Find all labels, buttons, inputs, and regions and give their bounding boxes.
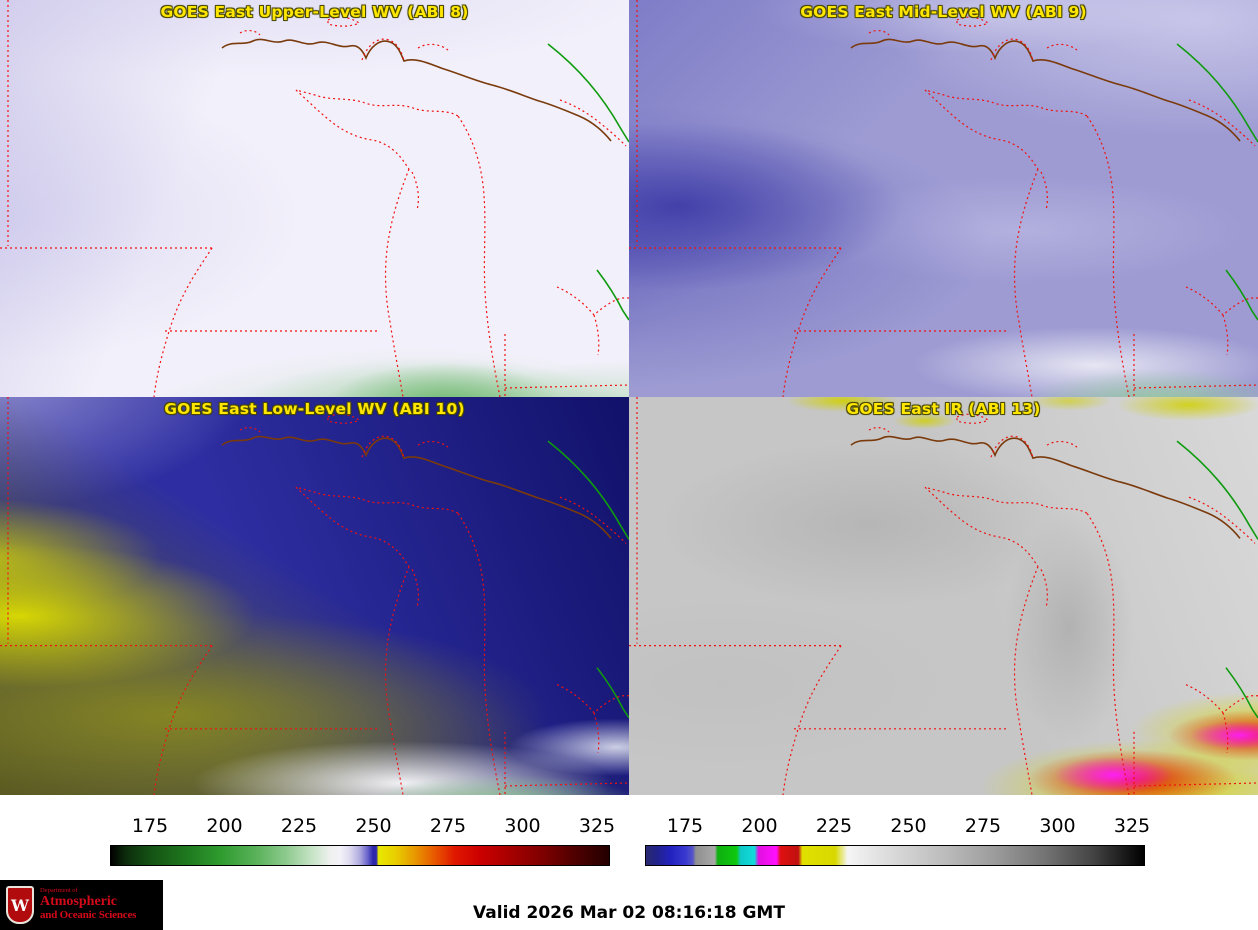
uw-aos-logo: W Department of Atmospheric and Oceanic … (0, 880, 163, 930)
panel-title-upper-wv: GOES East Upper-Level WV (ABI 8) (160, 3, 469, 21)
panel-mid-level-wv: GOES East Mid-Level WV (ABI 9) (629, 0, 1258, 397)
valid-timestamp: Valid 2026 Mar 02 08:16:18 GMT (473, 903, 785, 923)
tick-label: 250 (890, 815, 927, 837)
footer: W Department of Atmospheric and Oceanic … (0, 875, 1258, 930)
uw-crest-icon: W (6, 886, 34, 924)
panel-ir: GOES East IR (ABI 13) (629, 397, 1258, 795)
tick-label: 175 (666, 815, 704, 837)
panel-title-low-wv: GOES East Low-Level WV (ABI 10) (164, 400, 465, 418)
tick-label: 175 (131, 815, 169, 837)
tick-label: 325 (578, 815, 616, 837)
ir-colorbar: 175 200 225 250 275 300 325 (645, 815, 1150, 871)
panel-upper-level-wv: GOES East Upper-Level WV (ABI 8) (0, 0, 629, 397)
map-overlay (629, 397, 1258, 795)
tick-label: 275 (429, 815, 467, 837)
ir-colorbar-gradient (645, 845, 1145, 866)
satellite-image-grid: GOES East Upper-Level WV (ABI 8) GOES Ea… (0, 0, 1258, 795)
tick-label: 300 (1039, 815, 1076, 837)
map-overlay (0, 397, 629, 795)
wv-colorbar: 175 200 225 250 275 300 325 (110, 815, 615, 871)
panel-low-level-wv: GOES East Low-Level WV (ABI 10) (0, 397, 629, 795)
tick-label: 250 (355, 815, 392, 837)
colorbar-row: 175 200 225 250 275 300 325 175 200 225 … (0, 795, 1258, 880)
tick-label: 200 (206, 815, 243, 837)
logo-dept-line: Department of (40, 887, 78, 895)
tick-label: 200 (741, 815, 778, 837)
tick-label: 225 (280, 815, 318, 837)
tick-label: 225 (815, 815, 853, 837)
tick-label: 300 (504, 815, 541, 837)
ir-colorbar-ticks: 175 200 225 250 275 300 325 (645, 815, 1150, 842)
tick-label: 275 (964, 815, 1002, 837)
panel-title-ir: GOES East IR (ABI 13) (846, 400, 1041, 418)
tick-label: 325 (1113, 815, 1151, 837)
logo-line-2: and Oceanic Sciences (40, 908, 137, 921)
map-overlay (0, 0, 629, 397)
wv-colorbar-gradient (110, 845, 610, 866)
wv-colorbar-ticks: 175 200 225 250 275 300 325 (110, 815, 615, 842)
logo-line-1: Atmospheric (40, 894, 117, 910)
uw-aos-logo-text: Department of Atmospheric and Oceanic Sc… (40, 888, 136, 921)
crest-letter: W (11, 895, 29, 915)
panel-title-mid-wv: GOES East Mid-Level WV (ABI 9) (800, 3, 1087, 21)
map-overlay (629, 0, 1258, 397)
